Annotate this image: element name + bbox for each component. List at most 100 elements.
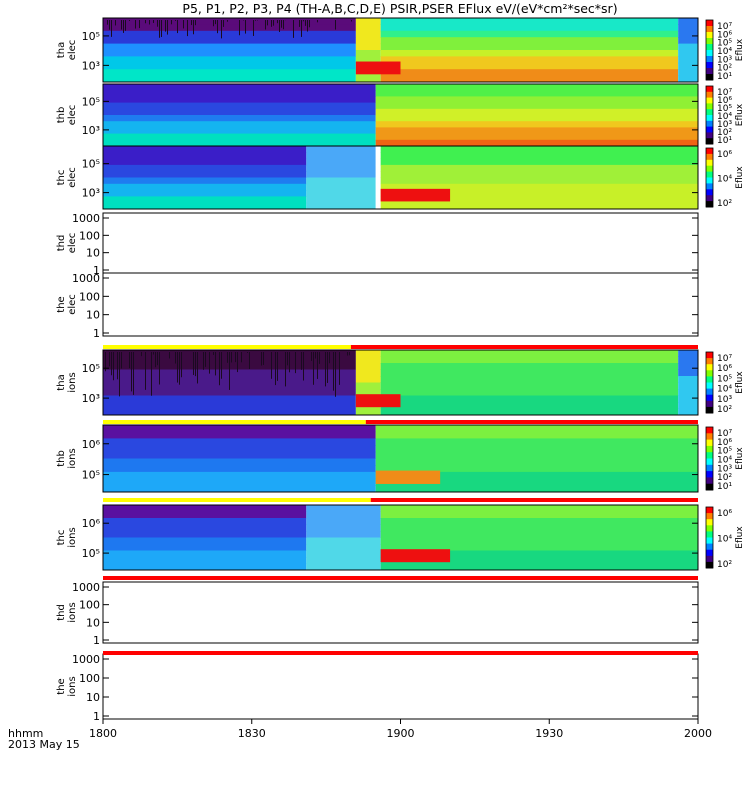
mode-bar-segment — [103, 651, 698, 655]
colorbar-tick-label: 10⁵ — [717, 104, 732, 114]
y-tick-label: 10⁶ — [82, 517, 101, 530]
y-tick-label: 1 — [93, 634, 100, 647]
panel-frame — [102, 581, 699, 644]
y-tick-label: 100 — [79, 229, 100, 242]
colorbar-label: Eflux — [735, 166, 745, 189]
thc-mode-bar — [103, 498, 698, 502]
mode-bar-segment — [365, 420, 698, 424]
y-tick-label: 1 — [93, 710, 100, 723]
time-tick-label: 1800 — [89, 727, 117, 740]
colorbar-tick-label: 10⁴ — [717, 175, 732, 185]
colorbar-tick-label: 10² — [717, 64, 732, 74]
panel-ylabel: thdions — [56, 602, 78, 622]
y-tick-label: 10⁵ — [82, 547, 100, 560]
colorbar-tick-label: 10⁷ — [717, 88, 732, 98]
colorbar-tick-label: 10⁵ — [717, 374, 732, 384]
panel-ylabel: theions — [56, 676, 78, 696]
colorbar-label: Eflux — [735, 371, 745, 394]
colorbar-tick-label: 10² — [717, 128, 732, 138]
thb-mode-bar — [103, 420, 698, 424]
colorbar-tick-label: 10⁴ — [717, 385, 732, 395]
colorbar-tick-label: 10⁶ — [717, 364, 732, 374]
colorbar-tick-label: 10³ — [717, 120, 732, 130]
tha-mode-bar — [103, 345, 698, 349]
colorbar-tick-label: 10⁶ — [717, 30, 732, 40]
the-mode-bar — [103, 651, 698, 655]
panel-ylabel: thbions — [56, 448, 78, 468]
spectrogram-segment-green-yellow — [380, 146, 698, 210]
y-tick-label: 100 — [79, 672, 100, 685]
panel-ylabel: theelec — [56, 294, 78, 315]
panel-ylabel: thcelec — [56, 167, 78, 188]
time-tick-label: 2000 — [684, 727, 712, 740]
colorbar-tick-label: 10⁷ — [717, 429, 732, 439]
colorbar-tick-label: 10⁴ — [717, 47, 732, 57]
colorbar-tick-label: 10³ — [717, 55, 732, 65]
mode-bar-segment — [103, 345, 351, 349]
mode-bar-segment — [103, 498, 371, 502]
colorbar-label: Eflux — [735, 447, 745, 470]
spectrogram-segment-blue-top-cyan-bottom — [103, 146, 307, 210]
y-tick-label: 10⁵ — [82, 30, 100, 43]
y-tick-label: 100 — [79, 290, 100, 303]
y-tick-label: 1 — [93, 264, 100, 277]
colorbar-label: Eflux — [735, 103, 745, 126]
mode-bar-segment — [350, 345, 698, 349]
panel-ylabel: thdelec — [56, 233, 78, 254]
colorbar-tick-label: 10² — [717, 405, 732, 415]
colorbar-tick-label: 10² — [717, 473, 732, 483]
panel-frame — [102, 349, 699, 416]
panel-thd-ions: thdions 1000 100 10 1 — [56, 581, 699, 647]
mode-bar-segment — [103, 420, 366, 424]
spectrogram-segment-blue-gap — [678, 350, 698, 416]
time-tick-label: 1900 — [387, 727, 415, 740]
y-tick-label: 1 — [93, 327, 100, 340]
date-label: 2013 May 15 — [8, 738, 80, 751]
spectrogram-segment-blue-ions — [103, 425, 376, 493]
panel-frame — [102, 504, 699, 571]
panel-ylabel: thaelec — [56, 40, 78, 61]
y-tick-label: 1000 — [72, 653, 100, 666]
thd-mode-bar — [103, 576, 698, 580]
colorbar-tick-label: 10⁶ — [717, 438, 732, 448]
spectrogram-segment-green-ions — [380, 505, 698, 571]
mode-bar-segment — [103, 576, 698, 580]
colorbar-tick-label: 10⁷ — [717, 354, 732, 364]
colorbar-tick-label: 10⁵ — [717, 447, 732, 457]
spectrogram-segment-light-blue — [306, 505, 381, 571]
panel-ylabel: thbelec — [56, 105, 78, 126]
colorbar-tick-label: 10³ — [717, 464, 732, 474]
y-tick-label: 10 — [86, 616, 100, 629]
time-tick-label: 1830 — [238, 727, 266, 740]
y-tick-label: 10³ — [82, 392, 100, 405]
colorbar-label: Eflux — [735, 526, 745, 549]
y-tick-label: 10³ — [82, 59, 100, 72]
y-tick-label: 10 — [86, 691, 100, 704]
mode-bars-group — [103, 345, 698, 655]
colorbar-tick-label: 10⁴ — [717, 112, 732, 122]
colorbar-tick-label: 10⁴ — [717, 535, 732, 545]
spectrogram-spot — [375, 470, 441, 484]
time-axis-label: hhmm — [8, 727, 43, 740]
y-tick-label: 1000 — [72, 212, 100, 225]
spectrogram-segment-cyan-top-orange-bottom — [380, 18, 679, 83]
colorbar-tick-label: 10¹ — [717, 72, 732, 82]
y-tick-label: 10³ — [82, 187, 100, 200]
spectrogram-spot — [355, 394, 401, 408]
spectrogram-segment-green-top-orange-bottom — [375, 84, 698, 147]
y-tick-label: 10 — [86, 247, 100, 260]
panel-frame — [102, 17, 699, 83]
y-tick-label: 10 — [86, 309, 100, 322]
y-tick-label: 1000 — [72, 272, 100, 285]
spectrogram-segment-green-ions — [380, 350, 679, 416]
spectrogram-spot — [380, 549, 451, 563]
mode-bar-segment — [370, 498, 698, 502]
